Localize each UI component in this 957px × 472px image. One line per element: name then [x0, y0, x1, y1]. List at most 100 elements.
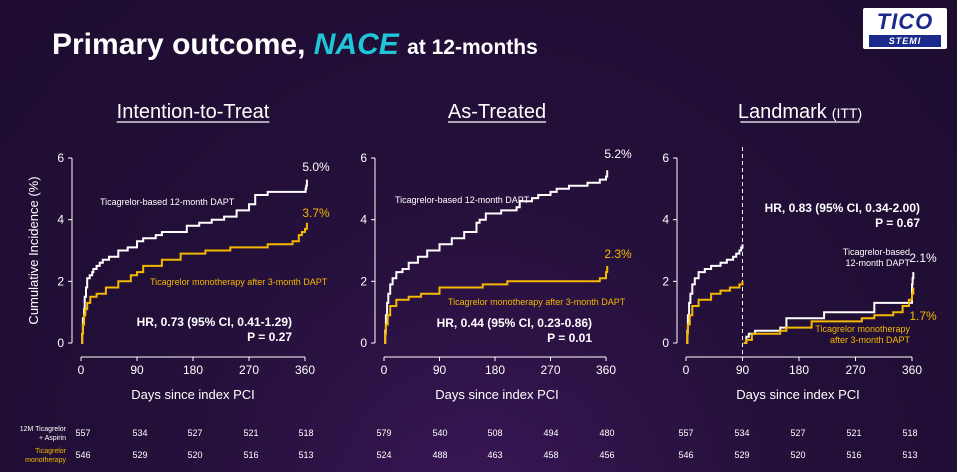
y-tick-label: 4	[662, 213, 669, 227]
at-risk-dapt-cell: 521	[243, 428, 258, 438]
at-risk-dapt-cell: 527	[790, 428, 805, 438]
x-axis-label: Days since index PCI	[435, 387, 559, 402]
panel-title: Landmark (ITT)	[738, 101, 862, 123]
p-value-text: P = 0.01	[547, 331, 592, 345]
at-risk-label-mono-1: Ticagrelor	[35, 448, 67, 455]
x-tick-label: 0	[683, 363, 690, 377]
at-risk-mono-cell: 458	[543, 450, 558, 460]
curve-end-label: 1.7%	[909, 309, 937, 323]
title-highlight: NACE	[313, 28, 399, 61]
at-risk-dapt-cell: 480	[599, 428, 614, 438]
title-main: Primary outcome,	[52, 28, 306, 61]
at-risk-dapt-cell: 527	[187, 428, 202, 438]
panel-title: Intention-to-Treat	[117, 101, 270, 123]
km-curve-mono	[81, 222, 308, 344]
x-tick-label: 360	[596, 363, 616, 377]
series-label: Ticagrelor-based 12-month DAPT	[395, 195, 530, 205]
series-label: Ticagrelor monotherapy after 3-month DAP…	[448, 297, 626, 307]
series-label: Ticagrelor monotherapy after 3-month DAPT	[815, 324, 910, 345]
at-risk-mono-cell: 529	[734, 450, 749, 460]
series-label: Ticagrelor-based 12-month DAPT	[843, 247, 911, 268]
at-risk-dapt-cell: 494	[543, 428, 558, 438]
at-risk-dapt-cell: 518	[902, 428, 917, 438]
km-curve-dapt	[686, 244, 744, 344]
at-risk-dapt-cell: 579	[376, 428, 391, 438]
x-tick-label: 90	[736, 363, 750, 377]
x-tick-label: 360	[295, 363, 315, 377]
x-tick-label: 180	[183, 363, 203, 377]
x-axis-label: Days since index PCI	[131, 387, 255, 402]
hazard-ratio-text: HR, 0.83 (95% CI, 0.34-2.00)	[765, 201, 920, 215]
x-tick-label: 90	[433, 363, 447, 377]
y-tick-label: 4	[360, 213, 367, 227]
at-risk-dapt-cell: 534	[132, 428, 147, 438]
curve-end-label: 2.1%	[909, 251, 937, 265]
x-tick-label: 270	[845, 363, 865, 377]
at-risk-dapt-cell: 534	[734, 428, 749, 438]
at-risk-mono-cell: 520	[790, 450, 805, 460]
at-risk-mono-cell: 524	[376, 450, 391, 460]
y-axis-label: Cumulative Incidence (%)	[26, 176, 41, 324]
km-curve-mono	[384, 265, 609, 344]
x-tick-label: 360	[902, 363, 922, 377]
at-risk-dapt-cell: 508	[487, 428, 502, 438]
title-suffix: at 12-months	[407, 36, 538, 59]
at-risk-dapt-cell: 518	[298, 428, 313, 438]
y-tick-label: 2	[662, 274, 669, 288]
km-curve-mono	[686, 281, 744, 344]
y-tick-label: 4	[57, 213, 64, 227]
at-risk-mono-cell: 488	[432, 450, 447, 460]
km-curve-dapt	[81, 179, 308, 344]
p-value-text: P = 0.27	[247, 330, 292, 344]
x-tick-label: 180	[789, 363, 809, 377]
y-tick-label: 2	[360, 274, 367, 288]
x-axis-label: Days since index PCI	[736, 387, 860, 402]
series-label: Ticagrelor-based 12-month DAPT	[100, 197, 235, 207]
tico-stemi-logo: TICO STEMI	[863, 8, 947, 49]
at-risk-mono-cell: 520	[187, 450, 202, 460]
at-risk-label-dapt-1: 12M Ticagrelor	[20, 426, 67, 433]
series-label: Ticagrelor monotherapy after 3-month DAP…	[150, 277, 328, 287]
y-tick-label: 6	[57, 151, 64, 165]
page-title: Primary outcome, NACE at 12-months	[52, 28, 538, 62]
x-tick-label: 180	[485, 363, 505, 377]
x-tick-label: 270	[540, 363, 560, 377]
x-tick-label: 0	[78, 363, 85, 377]
y-tick-label: 0	[662, 336, 669, 350]
at-risk-mono-cell: 513	[902, 450, 917, 460]
at-risk-mono-cell: 456	[599, 450, 614, 460]
y-tick-label: 6	[662, 151, 669, 165]
at-risk-mono-cell: 463	[487, 450, 502, 460]
y-tick-label: 2	[57, 274, 64, 288]
at-risk-mono-cell: 529	[132, 450, 147, 460]
logo-line2: STEMI	[869, 35, 941, 47]
p-value-text: P = 0.67	[875, 216, 920, 230]
km-curve-mono	[743, 287, 915, 344]
at-risk-dapt-cell: 540	[432, 428, 447, 438]
at-risk-mono-cell: 546	[678, 450, 693, 460]
logo-line1: TICO	[876, 9, 934, 34]
at-risk-dapt-cell: 557	[75, 428, 90, 438]
panel-title: As-Treated	[448, 101, 546, 123]
y-tick-label: 0	[57, 336, 64, 350]
y-tick-label: 6	[360, 151, 367, 165]
y-tick-label: 0	[360, 336, 367, 350]
km-curve-dapt	[384, 170, 609, 344]
x-tick-label: 270	[239, 363, 259, 377]
at-risk-mono-cell: 516	[243, 450, 258, 460]
hazard-ratio-text: HR, 0.73 (95% CI, 0.41-1.29)	[137, 315, 292, 329]
at-risk-dapt-cell: 521	[846, 428, 861, 438]
curve-end-label: 3.7%	[302, 206, 330, 220]
curve-end-label: 5.2%	[604, 147, 632, 161]
km-curve-dapt	[743, 272, 915, 344]
hazard-ratio-text: HR, 0.44 (95% CI, 0.23-0.86)	[437, 316, 592, 330]
at-risk-label-dapt-2: + Aspirin	[39, 435, 66, 442]
x-tick-label: 0	[381, 363, 388, 377]
at-risk-label-mono-2: monotherapy	[25, 457, 66, 464]
at-risk-mono-cell: 516	[846, 450, 861, 460]
curve-end-label: 2.3%	[604, 247, 632, 261]
at-risk-mono-cell: 546	[75, 450, 90, 460]
curve-end-label: 5.0%	[302, 160, 330, 174]
x-tick-label: 90	[130, 363, 144, 377]
